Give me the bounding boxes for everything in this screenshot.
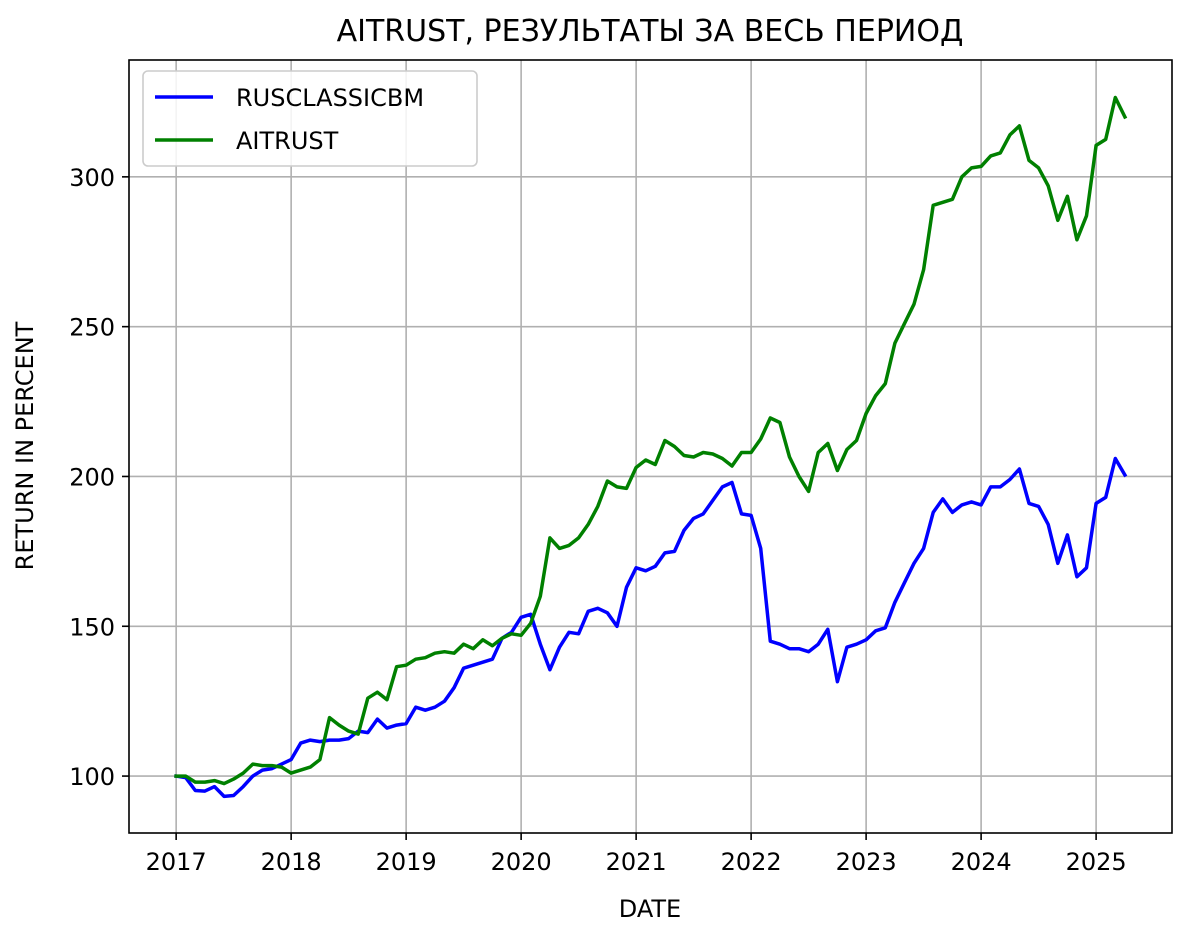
y-tick-label: 200 <box>69 463 115 491</box>
x-tick-label: 2018 <box>261 848 322 876</box>
axis-ticks: 2017 2018 2019 2020 2021 2022 2023 2024 2025 100 1… <box>69 164 1126 876</box>
legend-label-rusclassicbm: RUSCLASSICBM <box>236 84 424 112</box>
series-line-aitrust <box>174 95 1128 786</box>
legend: RUSCLASSICBM AITRUST <box>142 70 478 167</box>
y-tick-label: 300 <box>69 164 115 192</box>
x-tick-label: 2021 <box>606 848 667 876</box>
plot-frame <box>128 59 1173 834</box>
legend-box <box>142 70 478 167</box>
x-axis-label: DATE <box>619 895 681 923</box>
chart-title: AITRUST, РЕЗУЛЬТАТЫ ЗА ВЕСЬ ПЕРИОД <box>337 14 964 49</box>
series-lines <box>174 95 1128 799</box>
y-tick-label: 100 <box>69 763 115 791</box>
x-tick-label: 2023 <box>836 848 897 876</box>
x-tick-label: 2019 <box>376 848 437 876</box>
y-tick-label: 150 <box>69 613 115 641</box>
y-axis-label: RETURN IN PERCENT <box>11 321 39 570</box>
x-tick-label: 2020 <box>491 848 552 876</box>
legend-label-aitrust: AITRUST <box>236 127 339 155</box>
y-tick-label: 250 <box>69 314 115 342</box>
x-tick-label: 2022 <box>721 848 782 876</box>
x-tick-label: 2024 <box>951 848 1012 876</box>
series-line-rusclassicbm <box>174 456 1128 799</box>
x-tick-label: 2017 <box>146 848 207 876</box>
x-tick-label: 2025 <box>1066 848 1127 876</box>
grid-lines <box>129 60 1172 833</box>
